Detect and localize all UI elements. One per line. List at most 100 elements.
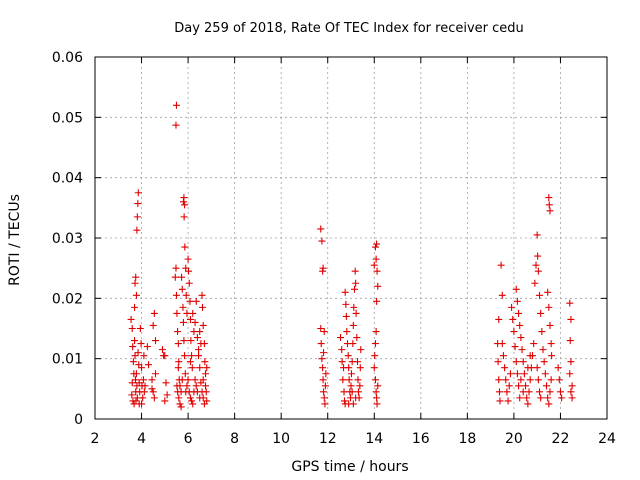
data-point (568, 382, 576, 390)
data-point (337, 334, 345, 342)
data-point (179, 303, 187, 311)
data-point (495, 388, 503, 396)
data-point (518, 346, 526, 354)
data-point (131, 352, 139, 360)
data-point (339, 376, 347, 384)
data-point (345, 364, 353, 372)
data-point (499, 352, 507, 360)
data-point (515, 309, 523, 317)
data-point (128, 325, 136, 332)
data-point (506, 370, 514, 378)
data-point (128, 391, 136, 399)
data-point (544, 288, 552, 296)
data-point (172, 101, 180, 109)
data-point (354, 358, 362, 366)
data-point (497, 261, 505, 269)
data-point (370, 261, 378, 269)
data-point (189, 400, 197, 408)
data-point (344, 352, 352, 360)
data-point (196, 328, 204, 336)
data-point (566, 299, 574, 307)
data-point (131, 279, 139, 287)
data-point (347, 382, 355, 390)
data-point (495, 315, 503, 323)
data-point (172, 264, 180, 272)
data-point (352, 279, 360, 287)
data-point (555, 376, 563, 384)
data-point (494, 358, 502, 366)
data-point (150, 309, 158, 317)
data-point (187, 337, 195, 345)
x-tick-label: 22 (552, 431, 570, 447)
data-point (320, 394, 328, 402)
data-point (352, 309, 360, 317)
data-point (185, 267, 193, 275)
data-point (343, 328, 351, 336)
data-point (181, 370, 189, 378)
data-point (321, 382, 329, 390)
data-point (191, 376, 199, 384)
data-point (317, 340, 325, 348)
x-tick-label: 10 (272, 431, 290, 447)
data-point (152, 370, 160, 378)
data-point (191, 318, 199, 326)
data-point (318, 355, 326, 363)
data-point (373, 267, 381, 275)
data-point (537, 394, 545, 402)
data-point (136, 325, 144, 332)
grid-lines (95, 57, 607, 419)
data-point (184, 255, 192, 263)
data-point (149, 321, 157, 329)
y-tick-label: 0.04 (52, 171, 83, 187)
data-point (545, 201, 553, 209)
data-point (533, 364, 541, 372)
data-point (546, 388, 554, 396)
data-point (502, 376, 510, 384)
y-tick-label: 0.06 (52, 50, 83, 66)
data-point (338, 346, 346, 354)
x-tick-label: 20 (505, 431, 523, 447)
data-point (177, 403, 185, 411)
y-axis-label: ROTI / TECUs (7, 194, 23, 286)
data-point (140, 388, 148, 396)
data-point (347, 370, 355, 378)
data-point (163, 391, 171, 399)
data-point (138, 400, 146, 408)
data-point (526, 352, 534, 360)
data-point (131, 337, 139, 345)
data-point (371, 352, 379, 360)
data-point (192, 382, 200, 390)
data-point (132, 370, 140, 378)
data-point (195, 352, 203, 360)
data-point (189, 309, 197, 317)
data-point (352, 394, 360, 402)
data-point (341, 288, 349, 296)
data-point (516, 321, 524, 329)
data-point (132, 397, 140, 405)
data-point (370, 364, 378, 372)
data-point (128, 379, 136, 387)
data-point (524, 400, 532, 408)
data-point (349, 340, 357, 348)
data-point (133, 213, 141, 221)
data-point (148, 385, 156, 393)
data-point (348, 388, 356, 396)
data-point (321, 400, 329, 408)
data-point (534, 267, 542, 275)
data-point (143, 343, 151, 351)
data-point (140, 352, 148, 360)
data-point (524, 364, 532, 372)
data-point (541, 370, 549, 378)
data-point (536, 388, 544, 396)
data-point (137, 340, 145, 348)
x-tick-label: 14 (365, 431, 383, 447)
data-point (510, 328, 518, 336)
data-point (197, 340, 205, 348)
data-point (511, 343, 519, 351)
data-point (350, 285, 358, 293)
data-point (517, 334, 525, 342)
x-tick-label: 18 (458, 431, 476, 447)
data-point (186, 315, 194, 323)
data-point (568, 394, 576, 402)
